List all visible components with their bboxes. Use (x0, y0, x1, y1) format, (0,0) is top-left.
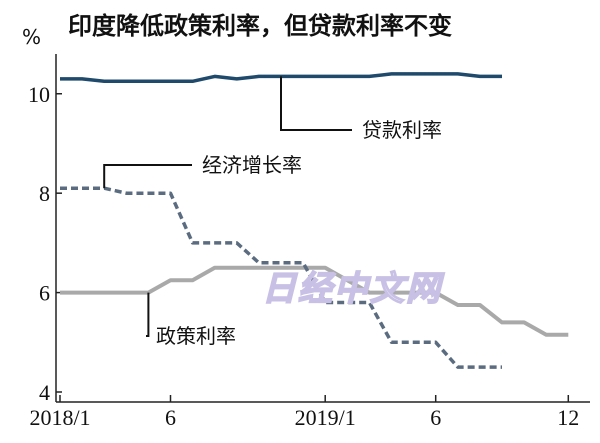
x-tick-label: 6 (165, 405, 176, 430)
series-line-gdp-growth (60, 186, 502, 369)
y-axis-unit: % (22, 25, 41, 49)
callout-leader-policy-rate (146, 292, 150, 337)
watermark: 日经中文网 (262, 269, 445, 309)
x-tick-label: 2018/1 (29, 405, 90, 430)
callout-leader-lending-rate (280, 76, 352, 131)
callout-leader-gdp-growth (103, 164, 192, 189)
x-tick-label: 6 (430, 405, 441, 430)
series-label-gdp-growth: 经济增长率 (202, 153, 302, 177)
y-tick-label: 10 (28, 82, 50, 107)
y-tick-label: 4 (39, 380, 50, 405)
chart-title: 印度降低政策利率，但贷款利率不变 (68, 12, 452, 40)
x-axis: 2018/1 6 2019/1 6 12 (29, 395, 579, 430)
series-layer (60, 72, 569, 369)
y-tick-label: 6 (39, 281, 50, 306)
series-label-policy-rate: 政策利率 (156, 324, 236, 348)
y-axis: 4 6 8 10 (28, 82, 62, 405)
series-line-policy-rate (60, 265, 569, 337)
x-tick-label: 12 (557, 405, 579, 430)
x-tick-label: 2019/1 (295, 405, 356, 430)
y-tick-label: 8 (39, 181, 50, 206)
series-label-lending-rate: 贷款利率 (362, 118, 442, 142)
